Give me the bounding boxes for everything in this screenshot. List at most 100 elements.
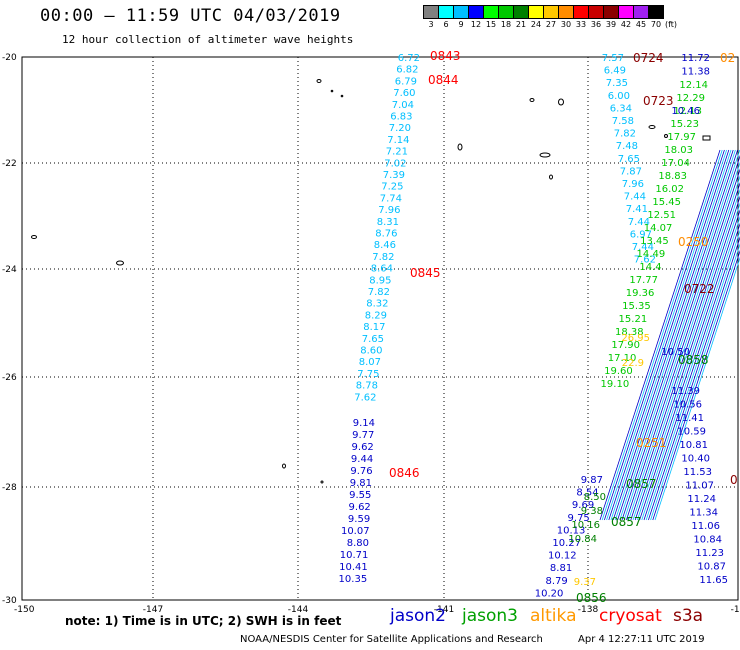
island [549, 174, 553, 180]
swh-value: 9.77 [352, 430, 374, 441]
credit-text: NOAA/NESDIS Center for Satellite Applica… [240, 634, 543, 645]
island [457, 143, 463, 151]
swh-value: 10.07 [341, 526, 370, 537]
swath-line [648, 236, 740, 521]
swh-value: 7.75 [357, 369, 379, 380]
footer-note: note: 1) Time is in UTC; 2) SWH is in fe… [65, 614, 342, 628]
pass-time-label: 0844 [428, 73, 459, 87]
swh-value: 7.02 [384, 158, 406, 169]
pass-time-label: 0724 [633, 51, 664, 65]
swath-line [619, 149, 740, 521]
swh-value: 15.45 [652, 197, 681, 208]
swh-value: 11.53 [683, 467, 712, 478]
swh-value: 11.23 [695, 548, 724, 559]
pass-time-label: 0857 [626, 477, 657, 491]
swh-value: 17.10 [608, 353, 637, 364]
y-tick-label: -26 [2, 373, 17, 383]
swath-line [652, 249, 740, 521]
swh-value: 11.06 [691, 521, 720, 532]
swh-value: 11.39 [671, 386, 700, 397]
swh-value: 13.45 [640, 236, 669, 247]
island [702, 135, 711, 141]
swh-value: 16.02 [655, 184, 684, 195]
pass-time-label: 0846 [389, 466, 420, 480]
swh-value: 7.14 [387, 135, 409, 146]
swh-value: 7.44 [624, 192, 646, 203]
swh-value: 8.76 [375, 229, 397, 240]
swh-value: 8.64 [371, 264, 393, 275]
swh-value: 10.12 [548, 551, 577, 562]
island [316, 79, 322, 83]
swh-value: 14.4 [639, 262, 661, 273]
swh-value: 18.38 [615, 327, 644, 338]
island [648, 125, 656, 129]
swh-value: 9.62 [352, 442, 374, 453]
swh-value: 9.75 [568, 513, 590, 524]
swh-value: 8.50 [584, 492, 606, 503]
swh-value: 7.60 [393, 88, 415, 99]
swh-value: 7.35 [606, 78, 628, 89]
swh-value: 15.21 [619, 314, 648, 325]
swh-value: 6.97 [630, 229, 652, 240]
swh-value: 7.48 [616, 141, 638, 152]
swh-value: 11.34 [689, 508, 718, 519]
swh-value: 8.54 [576, 488, 598, 499]
swh-value: 10.50 [661, 347, 690, 358]
swh-value: 10.46 [671, 106, 700, 117]
island [558, 98, 564, 106]
swath-line [604, 149, 725, 521]
swh-value: 7.25 [381, 182, 403, 193]
pass-time-label: 0843 [430, 49, 461, 63]
map-title: 00:00 – 11:59 UTC 04/03/2019 [40, 6, 341, 26]
swh-value: 9.44 [351, 454, 373, 465]
swh-value: 9.76 [350, 466, 372, 477]
swh-value: 7.62 [354, 392, 376, 403]
swh-value: 12.29 [676, 93, 705, 104]
pass-time-label: 0251 [636, 436, 667, 450]
swath-line [637, 202, 740, 521]
swh-value: 11.65 [699, 575, 728, 586]
swath-line [643, 222, 740, 521]
island [31, 235, 37, 239]
axis-tick-labels: -150 -147 -144 -141 -138 -13 -20 -22 -24 -26 -28 -3… [2, 53, 740, 615]
swath-line [610, 149, 732, 521]
swh-value: 10.81 [679, 440, 708, 451]
swh-value: 7.57 [602, 53, 624, 64]
x-tick-label: -138 [578, 605, 599, 615]
swh-value: 10.71 [340, 550, 369, 561]
swh-value: 7.82 [372, 252, 394, 263]
legend-label: 6 [443, 20, 449, 29]
swh-value: 8.46 [374, 240, 396, 251]
swh-value: 6.00 [608, 91, 630, 102]
swh-value: 17.04 [661, 158, 690, 169]
x-tick-label: -150 [14, 605, 35, 615]
swh-value: 7.74 [380, 193, 402, 204]
swh-value: 11.24 [687, 494, 716, 505]
swath-line [606, 149, 727, 521]
swh-value: 9.87 [581, 475, 603, 486]
swh-value: 8.17 [363, 322, 385, 333]
swh-value: 11.72 [681, 53, 710, 64]
swh-value: 9.38 [581, 506, 603, 517]
swh-value: 7.87 [620, 166, 642, 177]
island [116, 260, 124, 266]
swath-line [601, 149, 723, 521]
swh-value: 10.40 [681, 454, 710, 465]
x-tick-label: -141 [434, 605, 454, 615]
swh-value: 7.82 [614, 129, 636, 140]
swh-value: 17.90 [611, 340, 640, 351]
generated-timestamp: Apr 4 12:27:11 UTC 2019 [578, 634, 705, 645]
island [529, 98, 535, 102]
swh-value: 8.80 [347, 538, 369, 549]
legend-label: 30 [560, 20, 572, 29]
swh-value: 14.07 [644, 223, 673, 234]
x-tick-label: -13 [731, 605, 740, 615]
swh-value: 6.49 [604, 66, 626, 77]
legend-label: 12 [470, 20, 482, 29]
swh-value: 19.36 [626, 288, 655, 299]
pass-time-label: 0857 [611, 515, 642, 529]
swh-value: 9.81 [350, 478, 372, 489]
pass-time-label: 02 [720, 51, 735, 65]
legend-labels: 3 6 9 12 15 18 21 24 27 30 33 36 39 42 45 70 (ft) [423, 19, 677, 30]
swh-value: 11.38 [681, 67, 710, 78]
